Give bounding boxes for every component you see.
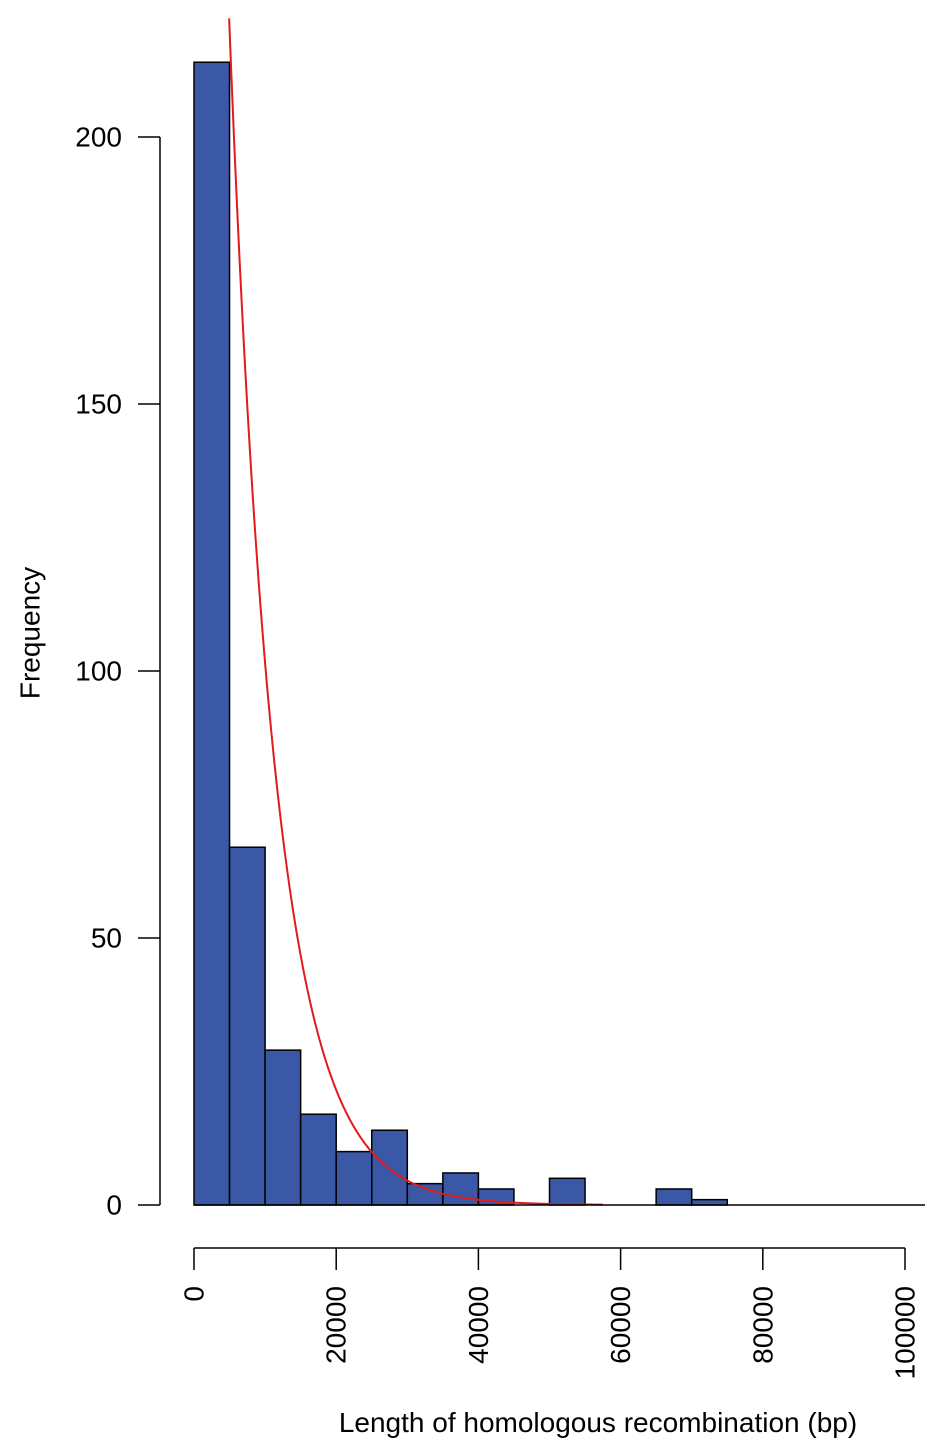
fit-curve xyxy=(228,18,603,1206)
histogram-bar-13 xyxy=(655,1188,693,1206)
y-tick-label-3: 150 xyxy=(75,389,122,420)
x-tick-label-1: 20000 xyxy=(321,1286,352,1364)
y-axis-title: Frequency xyxy=(15,567,46,699)
x-tick-label-5: 100000 xyxy=(890,1286,921,1379)
histogram-bar-10 xyxy=(548,1177,586,1206)
histogram-bar-6 xyxy=(406,1182,444,1206)
x-axis: 0 20000 40000 60000 80000 100000 xyxy=(179,1247,921,1379)
histogram-bar-1 xyxy=(228,846,266,1206)
y-axis: 0 50 100 150 200 xyxy=(75,122,161,1221)
x-tick-label-0: 0 xyxy=(179,1286,210,1302)
histogram-bar-2 xyxy=(264,1049,302,1206)
histogram-bar-7 xyxy=(442,1172,480,1206)
histogram-bar-0 xyxy=(193,61,231,1206)
x-tick-label-4: 80000 xyxy=(747,1286,778,1364)
histogram-bar-14 xyxy=(690,1198,729,1206)
y-tick-label-2: 100 xyxy=(75,656,122,687)
histogram-bar-4 xyxy=(335,1150,373,1206)
x-tick-label-2: 40000 xyxy=(463,1286,494,1364)
histogram-bar-5 xyxy=(371,1129,409,1206)
histogram-bar-3 xyxy=(299,1113,337,1206)
y-tick-label-0: 0 xyxy=(106,1190,122,1221)
y-tick-label-4: 200 xyxy=(75,122,122,153)
x-axis-title: Length of homologous recombination (bp) xyxy=(339,1407,857,1438)
x-tick-label-3: 60000 xyxy=(605,1286,636,1364)
histogram-bars xyxy=(193,61,729,1206)
y-tick-label-1: 50 xyxy=(91,923,122,954)
